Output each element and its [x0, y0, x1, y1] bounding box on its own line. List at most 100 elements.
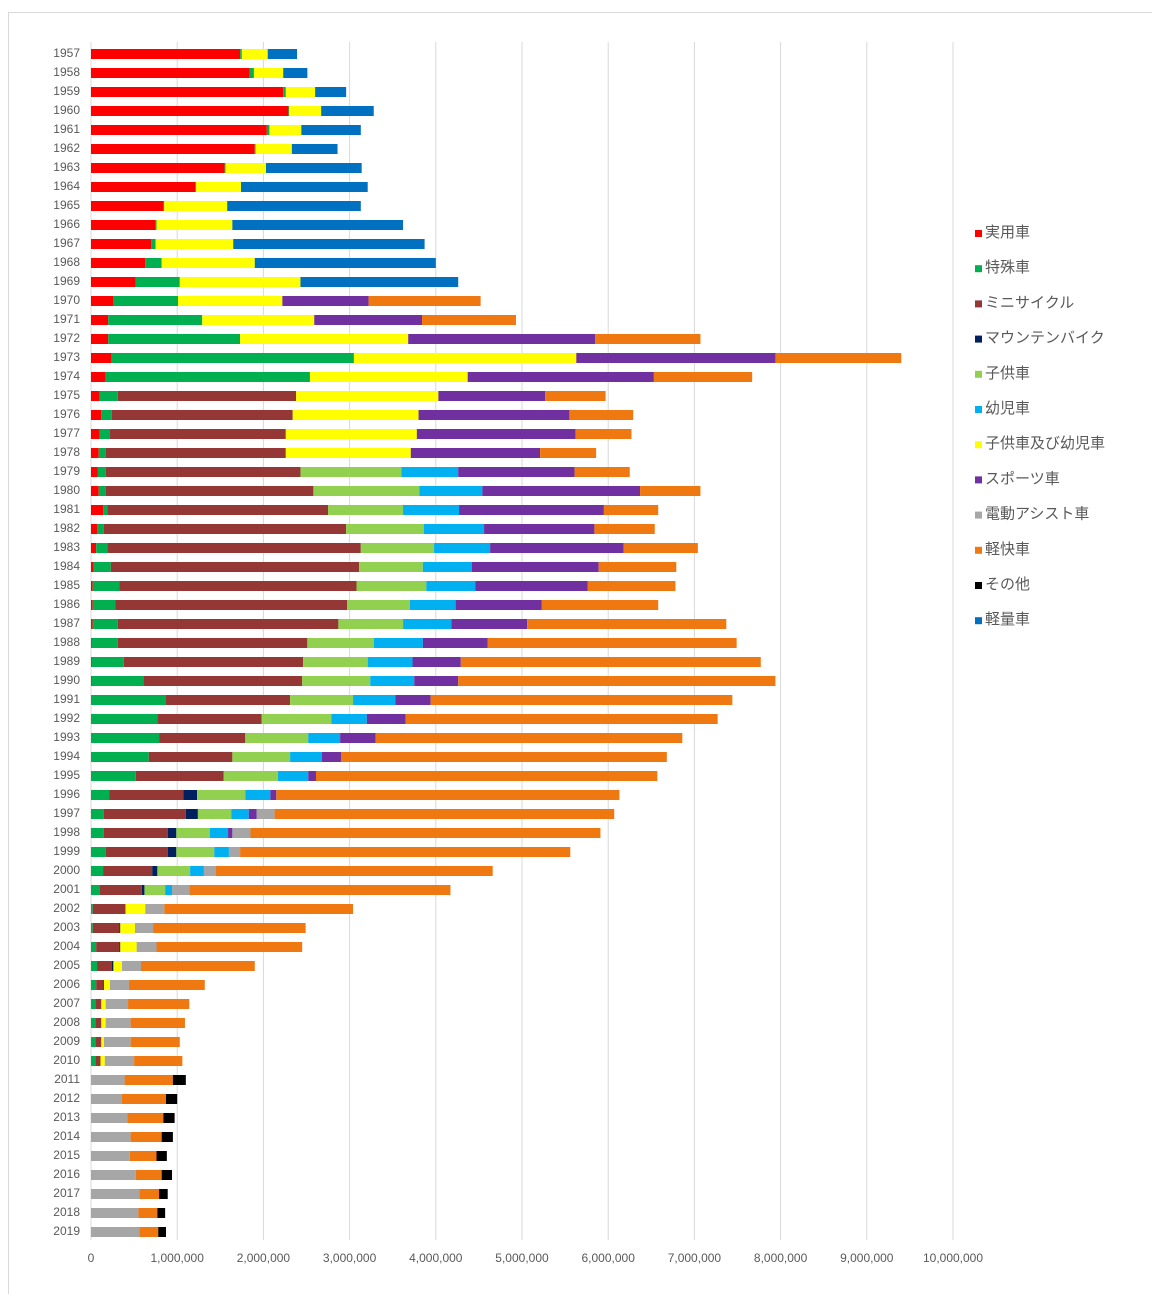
bar-segment — [145, 904, 165, 914]
bar-segment — [91, 125, 267, 135]
bar-segment — [91, 1113, 128, 1123]
y-tick-label: 2009 — [53, 1034, 80, 1048]
bar-segment — [125, 904, 146, 914]
bar-segment — [438, 391, 546, 401]
bar-segment — [103, 980, 110, 990]
bar-segment — [233, 239, 425, 249]
bar-segment — [91, 448, 99, 458]
bar-segment — [96, 980, 104, 990]
bar-segment — [134, 923, 154, 933]
bar-segment — [240, 49, 242, 59]
bar-segment — [315, 87, 347, 97]
bar-segment — [91, 391, 100, 401]
bar-segment — [527, 619, 727, 629]
y-tick-label: 1980 — [53, 483, 80, 497]
y-tick-label: 2018 — [53, 1205, 80, 1219]
bar-segment — [91, 600, 93, 610]
legend-label: ミニサイクル — [985, 294, 1074, 311]
bar-segment — [91, 619, 93, 629]
bar-segment — [91, 1037, 96, 1047]
bar-segment — [93, 562, 111, 572]
bar-segment — [91, 505, 104, 515]
legend-swatch — [975, 511, 982, 519]
bar-segment — [108, 334, 241, 344]
bar-segment — [423, 524, 485, 534]
bar-segment — [408, 334, 596, 344]
bar-segment — [574, 467, 630, 477]
bar-segment — [91, 486, 99, 496]
legend-label: 子供車及び幼児車 — [985, 435, 1105, 452]
y-tick-label: 1975 — [53, 388, 80, 402]
bar-segment — [430, 695, 733, 705]
bar-segment — [91, 657, 124, 667]
bar-segment — [92, 619, 118, 629]
bar-segment — [178, 296, 283, 306]
bar-segment — [91, 581, 93, 591]
bar-segment — [140, 961, 255, 971]
bar-segment — [167, 828, 177, 838]
bar-segment — [100, 1056, 105, 1066]
y-tick-label: 1977 — [53, 426, 80, 440]
bar-segment — [115, 600, 348, 610]
bar-segment — [164, 904, 354, 914]
bar-segment — [103, 809, 186, 819]
bar-segment — [91, 676, 92, 686]
bar-segment — [101, 999, 106, 1009]
bar-segment — [92, 581, 120, 591]
bar-segment — [289, 106, 322, 116]
y-tick-label: 1995 — [53, 768, 80, 782]
bar-segment — [153, 923, 306, 933]
bar-segment — [105, 847, 168, 857]
bar-segment — [172, 1075, 186, 1085]
bar-segment — [96, 543, 108, 553]
y-tick-label: 1968 — [53, 255, 80, 269]
y-tick-label: 1964 — [53, 179, 80, 193]
bar-segment — [111, 410, 293, 420]
legend-label: 電動アシスト車 — [985, 506, 1089, 523]
bar-segment — [338, 619, 404, 629]
bar-segment — [111, 353, 354, 363]
bar-segment — [373, 638, 423, 648]
bar-segment — [95, 1056, 101, 1066]
y-tick-label: 1976 — [53, 407, 80, 421]
bar-segment — [98, 486, 106, 496]
bar-segment — [156, 1151, 167, 1161]
bar-segment — [105, 1018, 131, 1028]
y-tick-label: 2004 — [53, 939, 80, 953]
bar-segment — [366, 714, 406, 724]
bar-segment — [541, 600, 659, 610]
bar-segment — [91, 144, 255, 154]
y-tick-label: 1992 — [53, 711, 80, 725]
bar-segment — [155, 239, 234, 249]
x-tick-label: 8,000,000 — [754, 1251, 808, 1265]
bar-segment — [598, 562, 677, 572]
bar-segment — [91, 714, 158, 724]
bar-segment — [97, 961, 112, 971]
bar-segment — [134, 1056, 183, 1066]
bar-segment — [401, 467, 459, 477]
bar-segment — [130, 1132, 162, 1142]
legend-swatch — [975, 300, 982, 308]
bar-segment — [623, 543, 698, 553]
bar-segment — [148, 752, 233, 762]
bar-segment — [328, 505, 404, 515]
x-tick-label: 5,000,000 — [495, 1251, 549, 1265]
bar-segment — [91, 942, 97, 952]
bar-segment — [165, 1094, 178, 1104]
bar-segment — [269, 125, 302, 135]
y-tick-label: 1985 — [53, 578, 80, 592]
y-tick-label: 2010 — [53, 1053, 80, 1067]
bar-segment — [195, 182, 197, 192]
y-tick-label: 2007 — [53, 996, 80, 1010]
bar-segment — [190, 866, 204, 876]
bar-segment — [136, 942, 157, 952]
bar-segment — [120, 923, 135, 933]
y-tick-label: 1986 — [53, 597, 80, 611]
bar-segment — [95, 1037, 102, 1047]
legend-swatch — [975, 230, 982, 237]
bar-segment — [403, 505, 460, 515]
bar-segment — [356, 581, 427, 591]
bar-segment — [189, 885, 451, 895]
bar-segment — [103, 980, 104, 990]
bar-segment — [475, 581, 588, 591]
